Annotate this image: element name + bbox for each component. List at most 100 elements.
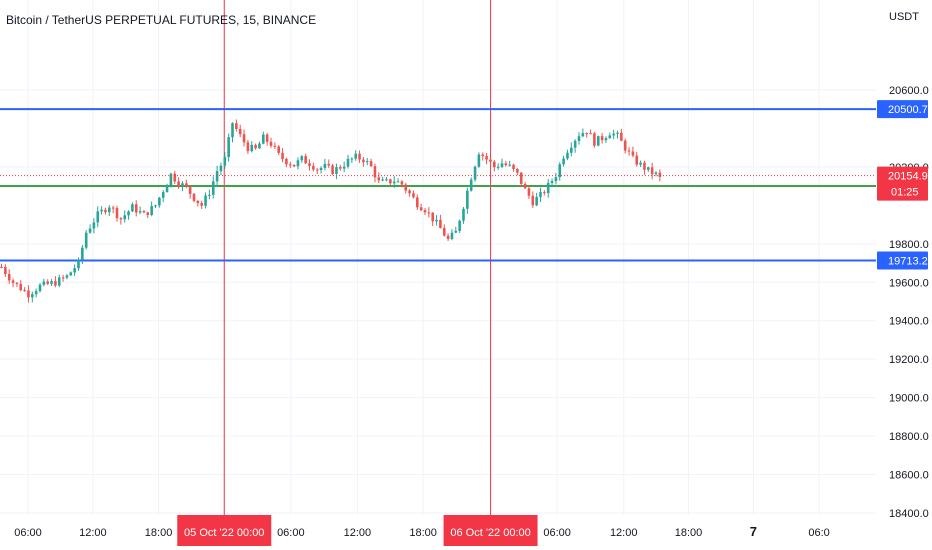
candle-body — [600, 136, 604, 141]
time-tick-label: 06:0 — [808, 527, 829, 539]
candle-body — [223, 157, 227, 166]
candle-body — [315, 169, 319, 171]
candle-body — [581, 133, 585, 137]
candle-body — [435, 219, 438, 222]
time-tick-label: 06 Oct '22 00:00 — [450, 527, 530, 539]
candle-body — [227, 137, 230, 158]
price-tick-label: 18800.0 — [889, 431, 929, 443]
candle-body — [88, 228, 92, 233]
candle-body — [358, 153, 361, 160]
price-tick-label: 19200.0 — [889, 354, 929, 366]
candle-body — [173, 173, 177, 182]
candle-body — [158, 197, 161, 206]
candle-body — [84, 232, 88, 248]
candle-body — [493, 161, 496, 168]
candle-body — [308, 163, 311, 166]
candle-body — [196, 200, 200, 204]
candle-body — [335, 167, 338, 174]
candle-body — [235, 123, 238, 129]
level-price-label: 20500.7 — [888, 104, 928, 116]
candle-body — [442, 227, 446, 236]
candle-body — [258, 143, 261, 149]
candle-body — [181, 183, 184, 187]
time-tick-label: 12:00 — [610, 527, 638, 539]
candle-body — [466, 190, 469, 209]
candle-body — [38, 284, 42, 292]
time-tick-label: 18:00 — [145, 527, 173, 539]
candle-body — [177, 181, 180, 187]
candle-body — [389, 179, 392, 184]
price-tick-label: 18400.0 — [889, 508, 929, 520]
candle-body — [34, 291, 38, 295]
candle-body — [462, 208, 465, 221]
candle-body — [562, 158, 565, 165]
candle-body — [169, 173, 173, 186]
candle-body — [77, 259, 80, 269]
candle-body — [350, 158, 354, 160]
candle-body — [7, 273, 11, 281]
candle-body — [192, 193, 196, 201]
candle-body — [154, 205, 157, 207]
candle-body — [119, 218, 123, 220]
candle-body — [650, 167, 654, 175]
candle-body — [446, 235, 450, 239]
candle-body — [477, 154, 481, 167]
candle-body — [4, 266, 7, 274]
candle-body — [11, 280, 15, 283]
chart-grid — [0, 0, 876, 515]
candle-body — [262, 134, 265, 144]
candle-body — [200, 203, 203, 206]
candle-body — [0, 266, 3, 268]
currency-label: USDT — [889, 11, 919, 23]
candle-body — [331, 165, 334, 174]
candle-body — [100, 209, 103, 212]
time-tick-label: 06:00 — [543, 527, 571, 539]
last-price-tag — [877, 166, 928, 201]
price-tick-label: 19600.0 — [889, 277, 929, 289]
candle-body — [458, 220, 461, 231]
candle-body — [323, 163, 327, 168]
candle-body — [115, 208, 119, 219]
candles — [0, 119, 662, 303]
candle-body — [19, 283, 23, 291]
candle-body — [339, 167, 342, 169]
candle-body — [577, 136, 581, 141]
candle-body — [300, 156, 304, 161]
candle-body — [15, 282, 19, 284]
time-tick-label: 12:00 — [344, 527, 372, 539]
horizontal-levels[interactable] — [0, 108, 876, 262]
price-axis-labels: 18400.0 18600.0 18800.0 19000.0 19200.0 19400… — [889, 85, 929, 520]
candle-body — [508, 164, 511, 166]
candle-body — [131, 204, 134, 212]
candle-body — [392, 181, 396, 184]
candle-body — [285, 158, 288, 165]
candle-body — [604, 138, 608, 141]
time-axis[interactable] — [0, 515, 876, 550]
crosshair-time-tag — [177, 515, 272, 546]
candle-body — [215, 171, 219, 182]
candle-body — [531, 195, 535, 206]
candle-body — [346, 158, 350, 167]
candle-body — [500, 163, 504, 167]
candle-body — [277, 146, 280, 153]
candle-body — [246, 142, 250, 152]
candle-body — [658, 172, 662, 177]
candle-body — [647, 167, 650, 170]
price-tick-label: 20600.0 — [889, 85, 929, 97]
candle-body — [54, 281, 57, 286]
last-price-label: 20154.9 — [888, 171, 928, 183]
time-tick-label: 18:00 — [675, 527, 703, 539]
candle-body — [654, 172, 658, 175]
candle-body — [570, 147, 573, 153]
candle-body — [381, 179, 384, 181]
candle-body — [450, 232, 454, 239]
time-axis-labels: 06:00 12:00 18:00 05 Oct '22 00:00 06:00 12:0… — [14, 515, 830, 546]
candle-body — [65, 275, 69, 278]
chart-title: Bitcoin / TetherUS PERPETUAL FUTURES, 15… — [6, 13, 316, 27]
candle-body — [566, 152, 569, 159]
candle-body — [469, 179, 473, 191]
candle-body — [231, 123, 234, 138]
time-tick-label: 18:00 — [409, 527, 437, 539]
